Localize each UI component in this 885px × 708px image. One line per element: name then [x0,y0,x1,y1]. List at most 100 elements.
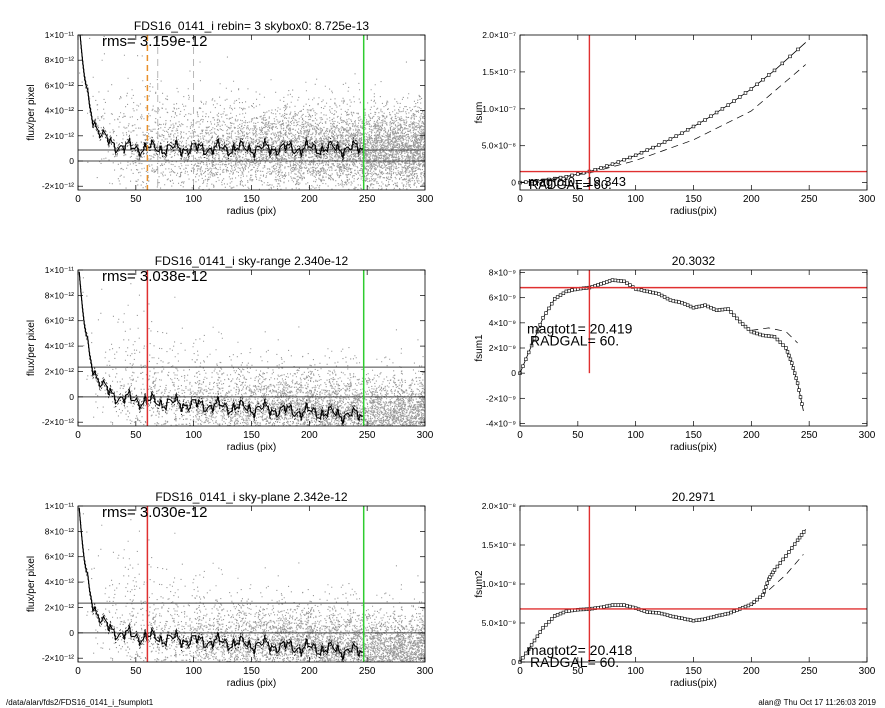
data-point [616,603,621,607]
data-point [651,610,655,615]
y-tick-label: -2×10⁻¹² [42,417,74,427]
x-tick-label: 250 [359,430,376,441]
y-tick-label: 1×10⁻¹¹ [45,501,74,511]
data-point [659,293,664,298]
data-point [538,322,542,327]
x-tick-label: 150 [243,666,260,677]
data-point [714,308,719,312]
x-tick-label: 250 [801,430,818,441]
data-point [645,289,649,294]
data-point [521,364,525,368]
y-tick-label: 0 [511,178,516,188]
curve-markers [518,47,800,185]
data-point [726,307,730,311]
data-point [605,280,609,284]
data-point [749,602,754,607]
profile-line [79,35,365,160]
data-point [616,160,621,164]
x-tick-label: 100 [185,194,202,205]
data-point [691,124,696,129]
x-tick-label: 150 [243,194,260,205]
data-point [714,614,719,618]
y-axis-label: flux/per pixel [26,320,37,376]
x-tick-label: 150 [685,194,702,205]
y-tick-label: 2×10⁻¹² [45,366,74,376]
data-point [720,613,725,617]
data-point [619,279,623,283]
data-point [555,295,560,299]
data-point [703,617,707,621]
data-point [697,304,702,309]
data-point [599,282,603,286]
profile-line [78,507,365,661]
y-tick-label: 1.5×10⁻⁷ [482,67,516,77]
x-tick-label: 100 [185,666,202,677]
x-tick-label: 250 [801,666,818,677]
data-point [671,299,676,303]
data-point [665,296,670,301]
data-point [668,137,673,141]
data-point [778,340,783,344]
x-tick-label: 50 [572,194,584,205]
data-point [738,319,742,324]
data-point [659,611,664,616]
y-tick-label: -4×10⁻⁹ [486,418,516,428]
data-point [625,604,629,608]
data-point [772,568,777,572]
data-point [665,613,670,617]
data-point [547,620,551,624]
data-point [780,61,785,66]
data-point [680,131,684,135]
data-point [714,110,719,115]
x-tick-label: 0 [517,666,523,677]
data-point [573,287,577,292]
data-point [697,618,702,622]
x-tick-label: 200 [743,430,760,441]
x-tick-label: 250 [359,666,376,677]
data-point [645,610,649,614]
data-point [685,303,690,307]
data-point [795,381,800,385]
data-point [749,87,754,91]
data-point [787,550,791,554]
data-point [755,82,759,87]
profile-error-upper [80,35,364,156]
data-point [781,343,785,347]
data-point [657,611,661,615]
data-point [746,603,751,608]
magtot-annotation: magtot0= 19.343 [528,174,626,189]
curve-markers [518,278,804,406]
plot-area [78,35,425,190]
y-tick-label: 8×10⁻¹² [45,290,74,300]
comparison-curve [519,64,806,183]
data-point [674,134,678,138]
data-point [726,611,730,616]
y-tick-label: 0 [511,657,516,667]
data-point [761,593,765,597]
data-point [761,78,765,82]
data-point [610,278,615,282]
data-point [677,300,681,304]
data-point [700,617,704,622]
data-point [625,281,629,285]
data-point [743,324,748,329]
data-point [683,302,687,306]
data-point [642,289,647,293]
data-point [723,307,728,311]
x-tick-label: 50 [130,194,142,205]
y-tick-label: 6×10⁻¹² [45,552,74,562]
data-point [564,609,569,614]
y-tick-label: 1.5×10⁻⁸ [482,540,517,550]
data-point [662,295,667,299]
data-point [561,291,566,295]
data-point [797,388,801,392]
data-point [758,332,762,337]
data-point [619,603,623,607]
data-point [764,333,768,338]
y-tick-label: 8×10⁻¹² [45,55,74,65]
data-point [720,107,725,111]
data-point [628,604,632,609]
data-point [764,585,768,589]
y-tick-label: 0 [511,368,516,378]
